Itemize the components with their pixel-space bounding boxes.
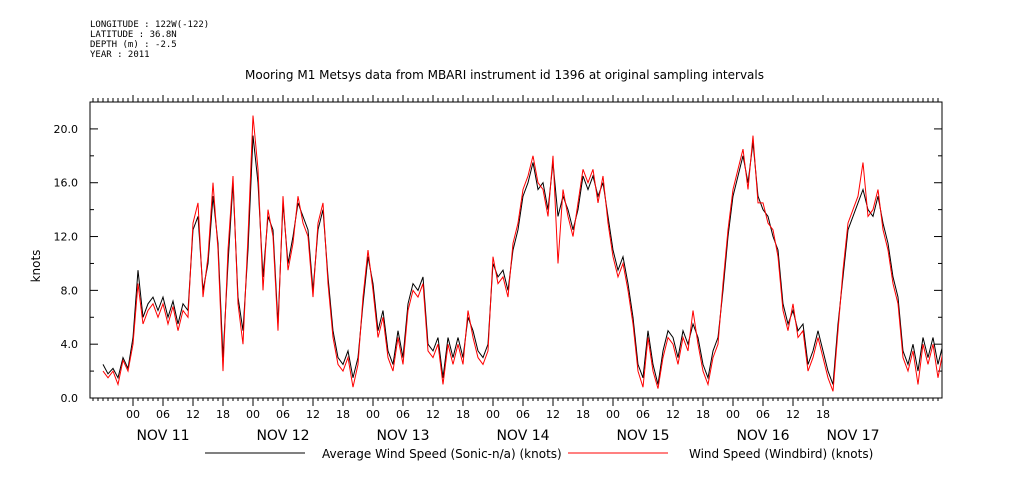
meta-latitude: LATITUDE : 36.8N xyxy=(90,30,177,40)
metadata-block: LONGITUDE : 122W(-122) LATITUDE : 36.8N … xyxy=(90,20,209,60)
x-hour-label: 00 xyxy=(126,408,140,421)
y-tick-label: 0.0 xyxy=(61,392,79,405)
y-tick-label: 8.0 xyxy=(61,284,79,297)
x-hour-label: 12 xyxy=(666,408,680,421)
meta-longitude: LONGITUDE : 122W(-122) xyxy=(90,20,210,30)
x-hour-label: 18 xyxy=(336,408,350,421)
x-hour-label: 06 xyxy=(636,408,650,421)
x-hour-label: 12 xyxy=(546,408,560,421)
meta-depth: DEPTH (m) : -2.5 xyxy=(90,40,177,50)
y-tick-label: 12.0 xyxy=(54,231,79,244)
x-hour-label: 06 xyxy=(516,408,530,421)
x-day-label: NOV 15 xyxy=(616,428,669,444)
x-day-label: NOV 12 xyxy=(256,428,309,444)
y-axis-label: knots xyxy=(29,250,43,283)
x-hour-label: 18 xyxy=(816,408,830,421)
x-day-label: NOV 16 xyxy=(736,428,789,444)
x-hour-label: 18 xyxy=(456,408,470,421)
x-hour-label: 12 xyxy=(426,408,440,421)
plot-axes: 0.0 4.0 8.0 12.0 16.0 20.0 00 06 12 18 00 06 12 18 00 0… xyxy=(54,95,943,444)
legend-label-average: Average Wind Speed (Sonic-n/a) (knots) xyxy=(322,447,562,461)
x-hour-label: 06 xyxy=(156,408,170,421)
y-tick-label: 4.0 xyxy=(61,338,79,351)
x-hour-label: 06 xyxy=(276,408,290,421)
x-day-label: NOV 11 xyxy=(136,428,189,444)
x-hour-label: 00 xyxy=(606,408,620,421)
x-hour-label: 12 xyxy=(786,408,800,421)
x-hour-label: 18 xyxy=(576,408,590,421)
x-hour-label: 06 xyxy=(396,408,410,421)
series-layer xyxy=(102,115,942,392)
x-hour-label: 18 xyxy=(696,408,710,421)
x-hour-label: 00 xyxy=(246,408,260,421)
legend-label-windbird: Wind Speed (Windbird) (knots) xyxy=(689,447,873,461)
series-windbird-wind-speed xyxy=(102,115,942,392)
x-hour-label: 12 xyxy=(306,408,320,421)
x-hour-label: 00 xyxy=(726,408,740,421)
x-day-label: NOV 17 xyxy=(826,428,879,444)
chart-title: Mooring M1 Metsys data from MBARI instru… xyxy=(245,68,764,82)
x-hour-label: 18 xyxy=(216,408,230,421)
meta-year: YEAR : 2011 xyxy=(90,50,150,60)
x-hour-label: 00 xyxy=(366,408,380,421)
x-day-label: NOV 13 xyxy=(376,428,429,444)
x-hour-label: 12 xyxy=(186,408,200,421)
x-hour-label: 06 xyxy=(756,408,770,421)
y-tick-label: 20.0 xyxy=(54,123,79,136)
plot-frame xyxy=(89,101,943,399)
series-average-wind-speed xyxy=(102,135,942,385)
x-day-label: NOV 14 xyxy=(496,428,549,444)
legend: Average Wind Speed (Sonic-n/a) (knots) W… xyxy=(205,447,873,461)
y-tick-label: 16.0 xyxy=(54,177,79,190)
x-hour-label: 00 xyxy=(486,408,500,421)
